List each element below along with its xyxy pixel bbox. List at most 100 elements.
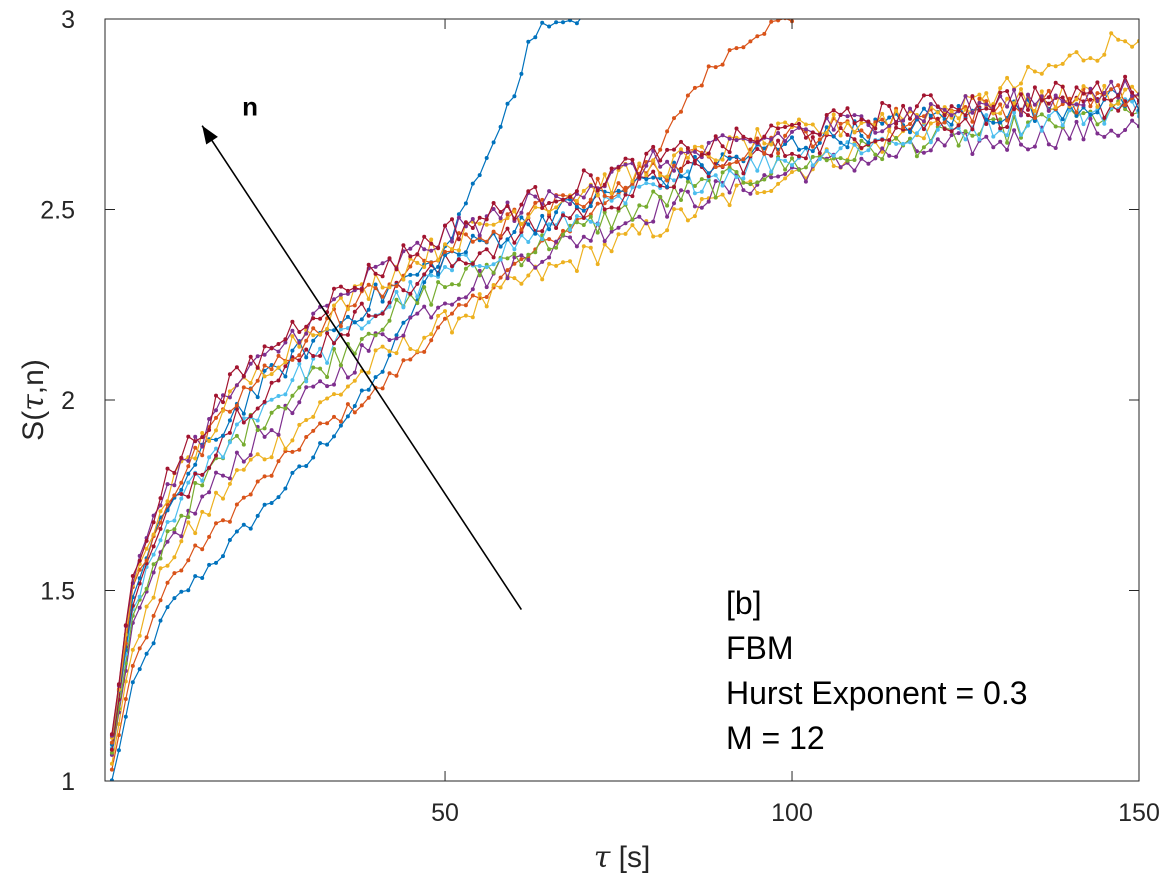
series-3-point [1026,64,1030,69]
series-10-point [637,161,642,166]
series-8-point [838,140,843,145]
series-11-point [581,195,586,200]
series-8-point [790,135,794,140]
series-10-point [276,365,281,370]
series-9-point [1032,115,1037,120]
series-7-point [456,257,461,262]
series-7-point [380,311,385,316]
series-9-point [1088,104,1093,109]
series-1-point [332,434,336,439]
series-12-point [214,393,218,398]
series-6-point [415,294,420,299]
series-8-point [255,395,260,400]
series-5-point [998,117,1003,122]
series-4-point [776,174,781,179]
series-9-point [1046,88,1051,93]
series-5-point [547,247,552,252]
series-11-point [332,297,336,302]
series-6-point [234,422,239,427]
series-10-point [644,173,649,178]
series-12-point [505,204,510,208]
annotation-process: FBM [726,630,794,666]
series-1-point [574,21,579,26]
series-9-point [998,102,1003,107]
series-12-point [817,132,822,137]
series-8-point [540,213,545,218]
series-4-point [394,336,399,341]
series-9-point [810,144,815,149]
series-3-point [547,261,552,266]
series-11-point [456,215,461,220]
series-3-point [193,531,198,536]
series-12-point [408,254,413,259]
series-2-point [623,185,628,190]
series-6-point [901,141,906,146]
series-6-point [443,265,447,269]
series-7-point [207,465,212,470]
series-7-point [852,137,857,142]
series-11-point [859,114,864,119]
series-3-point [255,452,260,457]
series-12-point [561,197,565,202]
series-9-point [595,176,600,181]
series-11-point [262,352,267,357]
series-2-point [179,568,184,573]
series-11-point [887,123,892,128]
series-7-point [887,138,892,143]
series-6-point [963,137,968,142]
series-12-point [776,126,781,131]
series-5-point [109,750,114,755]
series-4-point [519,253,524,258]
series-7-point [269,380,274,385]
series-12-point [373,271,378,276]
series-3-point [283,446,288,451]
series-6-point [1026,123,1030,128]
series-9-point [1005,118,1010,123]
series-3-point [1102,52,1107,57]
series-7-point [561,213,565,218]
series-4-point [172,530,177,535]
series-3-point [463,313,468,318]
series-7-point [214,453,218,458]
series-3-point [332,392,336,397]
series-11-point [1046,108,1051,113]
series-4-point [984,134,989,139]
series-6-point [283,392,288,397]
series-9-point [783,133,788,138]
series-12-point [193,439,198,444]
series-3-point [1130,44,1135,49]
series-10-point [755,127,760,131]
series-12-point [526,189,531,194]
series-5-point [734,170,739,174]
series-7-point [408,291,413,296]
series-5-point [338,363,343,368]
series-11-point [1088,86,1093,91]
series-4-point [450,302,454,307]
series-2-point [345,402,350,407]
series-8-point [227,418,232,423]
series-3-point [998,86,1003,91]
series-6-point [1102,121,1107,126]
series-3-point [450,330,454,335]
series-6-point [297,361,302,366]
series-1-point [311,455,316,460]
series-7-point [484,247,489,252]
series-3-point [227,481,232,486]
series-12-point [1012,107,1017,112]
series-7-point [630,194,635,199]
series-2-point [665,129,670,134]
series-6-point [637,184,642,189]
series-2-point [172,571,177,576]
series-1-point [172,596,177,601]
series-3-point [262,457,267,462]
series-7-point [769,153,774,158]
series-4-point [366,348,371,353]
series-6-point [186,480,191,485]
y-axis-label: S(τ,n) [16,359,51,441]
series-3-point [581,244,586,249]
series-10-point [1039,89,1044,94]
series-3-point [269,455,274,460]
series-4-point [332,382,336,387]
series-7-point [568,216,572,221]
series-12-point [248,354,253,359]
